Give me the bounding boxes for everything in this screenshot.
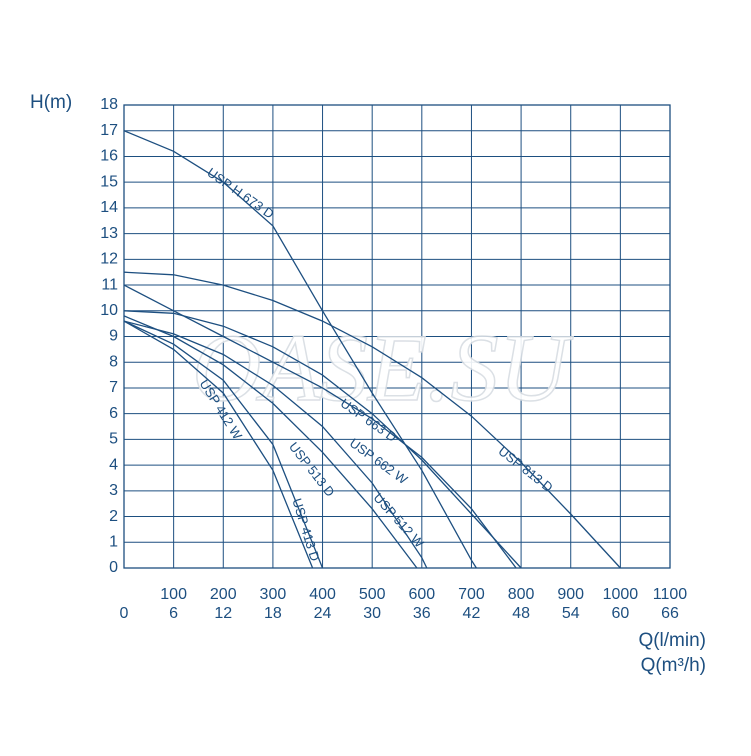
pump-curve — [123, 271, 621, 569]
x2-tick-label: 12 — [214, 605, 232, 622]
x2-tick-label: 6 — [169, 605, 178, 622]
watermark: OASE.SU — [192, 314, 574, 421]
x2-tick-label: 60 — [611, 605, 629, 622]
y-tick-label: 12 — [100, 251, 118, 268]
y-tick-label: 4 — [109, 456, 118, 473]
y-tick-label: 7 — [109, 379, 118, 396]
x2-tick-label: 36 — [413, 605, 431, 622]
x-tick-label: 300 — [260, 586, 287, 603]
y-tick-label: 14 — [100, 199, 118, 216]
x-tick-label: 200 — [210, 586, 237, 603]
x2-tick-label: 54 — [562, 605, 580, 622]
x-tick-label: 900 — [557, 586, 584, 603]
x-tick-label: 600 — [408, 586, 435, 603]
x-tick-label: 1000 — [603, 586, 639, 603]
y-tick-label: 13 — [100, 225, 118, 242]
pump-curve — [123, 310, 522, 569]
y-tick-label: 8 — [109, 353, 118, 370]
y-tick-label: 9 — [109, 328, 118, 345]
y-tick-label: 16 — [100, 148, 118, 165]
x2-tick-label: 30 — [363, 605, 381, 622]
y-tick-label: 6 — [109, 405, 118, 422]
x2-axis-label: Q(m³/h) — [641, 655, 706, 676]
y-tick-label: 17 — [100, 122, 118, 139]
pump-curve — [123, 130, 477, 569]
y-tick-label: 2 — [109, 508, 118, 525]
y-tick-label: 5 — [109, 431, 118, 448]
x2-tick-label: 66 — [661, 605, 679, 622]
pump-curve — [123, 320, 428, 569]
curve-label: USP 413 D — [289, 497, 322, 563]
x-tick-label: 400 — [309, 586, 336, 603]
x-tick-label: 800 — [508, 586, 535, 603]
y-tick-label: 10 — [100, 302, 118, 319]
y-tick-label: 18 — [100, 96, 118, 113]
x2-tick-label: 24 — [314, 605, 332, 622]
x-tick-label: 500 — [359, 586, 386, 603]
x2-tick-label: 48 — [512, 605, 530, 622]
y-tick-label: 3 — [109, 482, 118, 499]
x-tick-label: 1100 — [653, 586, 688, 603]
curve-label: USP 662 W — [347, 435, 411, 487]
x2-tick-label: 0 — [120, 605, 129, 622]
y-axis-label: H(m) — [30, 92, 72, 113]
y-tick-label: 11 — [101, 276, 118, 293]
x-tick-label: 100 — [160, 586, 187, 603]
x-axis-label: Q(l/min) — [638, 630, 706, 651]
x-tick-label: 700 — [458, 586, 485, 603]
y-tick-label: 15 — [100, 173, 118, 190]
curve-label: USP 813 D — [496, 443, 556, 495]
y-tick-label: 0 — [109, 559, 118, 576]
pump-curve — [123, 320, 314, 569]
curve-label: USP H 673 D — [204, 165, 276, 222]
x2-tick-label: 42 — [463, 605, 481, 622]
x2-tick-label: 18 — [264, 605, 282, 622]
pump-curve — [123, 284, 517, 569]
pump-curve — [123, 320, 324, 569]
y-tick-label: 1 — [109, 533, 118, 550]
pump-curve — [123, 315, 418, 569]
